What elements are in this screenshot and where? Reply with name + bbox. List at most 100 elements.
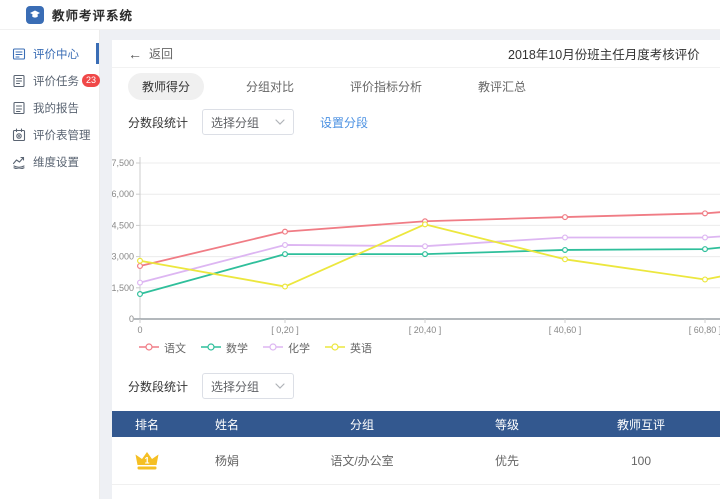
data-point (562, 214, 569, 221)
data-point (562, 256, 569, 263)
data-point (562, 234, 569, 241)
svg-text:[ 0,20 ]: [ 0,20 ] (271, 325, 299, 335)
sidebar-item-form-management[interactable]: 评价表管理 (0, 121, 99, 148)
group-select-value: 选择分组 (211, 115, 260, 130)
legend-marker-icon (200, 342, 222, 355)
data-point (422, 251, 429, 258)
legend-marker-icon (262, 342, 284, 355)
sidebar-item-label: 我的报告 (33, 102, 79, 115)
data-point (137, 291, 144, 298)
table-header-row: 排名 姓名 分组 等级 教师互评 (112, 411, 720, 437)
svg-text:[ 20,40 ]: [ 20,40 ] (409, 325, 442, 335)
data-point (701, 234, 708, 241)
legend-item-语文[interactable]: 语文 (138, 340, 186, 356)
table-header-cell: 排名 (134, 417, 159, 432)
series-line-数学 (139, 246, 720, 295)
task-doc-icon (12, 74, 26, 88)
tab-review-summary[interactable]: 教评汇总 (478, 79, 527, 94)
legend-label: 语文 (164, 343, 186, 355)
title-row: ← 返回 2018年10月份班主任月度考核评价 (112, 40, 720, 68)
back-arrow-icon: ← (128, 45, 142, 62)
chevron-down-icon (275, 383, 285, 389)
legend-label: 数学 (226, 343, 248, 355)
tab-teacher-score[interactable]: 教师得分 (128, 72, 205, 100)
group-select-dropdown-2[interactable]: 选择分组 (202, 373, 295, 399)
app-logo-icon (26, 5, 44, 24)
unread-count-badge: 23 (82, 74, 101, 87)
table-cell-group: 语文/办公室 (330, 454, 394, 468)
table-cell-score: 100 (630, 453, 652, 468)
svg-text:[ 40,60 ]: [ 40,60 ] (549, 325, 582, 335)
table-cell-grade: 优先 (494, 454, 519, 468)
calendar-gear-icon (12, 127, 26, 142)
legend-item-化学[interactable]: 化学 (262, 340, 310, 356)
trend-icon (12, 155, 26, 169)
score-segment-label-2: 分数段统计 (128, 379, 189, 394)
legend-label: 化学 (288, 343, 310, 355)
back-button[interactable]: ← 返回 (128, 45, 173, 62)
sidebar-item-label: 评价任务 (33, 75, 79, 88)
sidebar-item-label: 维度设置 (33, 156, 79, 169)
score-segment-controls-2: 分数段统计 选择分组 (112, 357, 720, 399)
data-point (282, 241, 289, 248)
group-select-value-2: 选择分组 (211, 379, 260, 394)
sidebar-item-evaluation-tasks[interactable]: 评价任务 23 (0, 67, 101, 94)
report-icon (12, 101, 26, 115)
data-point (701, 210, 708, 217)
data-point (137, 262, 144, 269)
data-point (422, 221, 429, 228)
data-point (282, 283, 289, 290)
tab-group-compare[interactable]: 分组对比 (246, 79, 295, 94)
series-line-语文 (139, 211, 720, 267)
top-header-bar: 教师考评系统 (0, 0, 720, 30)
table-cell-name: 杨娟 (214, 454, 239, 468)
app-title: 教师考评系统 (52, 9, 134, 23)
svg-text:3,000: 3,000 (112, 252, 134, 262)
score-segment-label: 分数段统计 (128, 115, 189, 130)
svg-text:6,000: 6,000 (112, 189, 134, 199)
tab-bar: 教师得分 分组对比 评价指标分析 教评汇总 (112, 68, 720, 100)
table-header-cell: 等级 (494, 417, 519, 432)
legend-item-数学[interactable]: 数学 (200, 340, 248, 356)
table-header-cell: 分组 (349, 417, 374, 432)
svg-text:4,500: 4,500 (112, 220, 134, 230)
data-point (701, 246, 708, 253)
table-row: 1 杨娟 语文/办公室 优先 100 (112, 437, 720, 485)
svg-text:0: 0 (137, 325, 142, 335)
sidebar-item-dimension-settings[interactable]: 维度设置 (0, 148, 99, 175)
data-point (701, 276, 708, 283)
sidebar-item-my-reports[interactable]: 我的报告 (0, 94, 99, 121)
data-point (282, 251, 289, 258)
page-title: 2018年10月份班主任月度考核评价 (508, 48, 700, 62)
svg-text:0: 0 (129, 314, 134, 324)
table-header-cell: 教师互评 (616, 417, 665, 432)
group-select-dropdown[interactable]: 选择分组 (202, 109, 295, 135)
ranking-table: 排名 姓名 分组 等级 教师互评 1 杨娟 语文/办公室 优先 100 2杨娟语文/办公室优先10… (112, 411, 720, 499)
data-point (282, 228, 289, 235)
svg-text:1,500: 1,500 (112, 283, 134, 293)
tab-indicator-analysis[interactable]: 评价指标分析 (350, 79, 423, 94)
data-point (422, 243, 429, 250)
back-label: 返回 (149, 47, 174, 61)
sidebar-item-evaluation-center[interactable]: 评价中心 (0, 40, 99, 67)
table-header-cell: 姓名 (214, 417, 239, 432)
score-line-chart: 0 1,500 3,000 4,500 6,000 7,500 0 [ 0,20 ] [ 20,… (112, 157, 720, 335)
svg-text:1: 1 (144, 455, 149, 465)
svg-text:[ 60,80 ]: [ 60,80 ] (689, 325, 720, 335)
panel-list-icon (12, 47, 26, 61)
content-card: ← 返回 2018年10月份班主任月度考核评价 教师得分 分组对比 评价指标分析 教评… (112, 40, 720, 499)
rank-crown-icon: 1 (112, 450, 182, 472)
chevron-down-icon (275, 119, 285, 125)
legend-item-英语[interactable]: 英语 (324, 340, 372, 356)
data-point (137, 279, 144, 286)
sidebar-nav: 评价中心评价任务 23 我的报告评价表管理维度设置 (0, 30, 101, 499)
series-line-英语 (139, 223, 720, 288)
chart-legend: 语文 数学 化学 英语 (112, 339, 720, 357)
data-point (137, 257, 144, 264)
score-segment-controls-1: 分数段统计 选择分组 设置分段 (112, 99, 720, 135)
set-segments-link[interactable]: 设置分段 (320, 115, 369, 130)
legend-marker-icon (324, 342, 346, 355)
main-area: ← 返回 2018年10月份班主任月度考核评价 教师得分 分组对比 评价指标分析 教评… (100, 30, 720, 499)
sidebar-item-label: 评价中心 (33, 48, 79, 61)
legend-label: 英语 (350, 343, 372, 355)
